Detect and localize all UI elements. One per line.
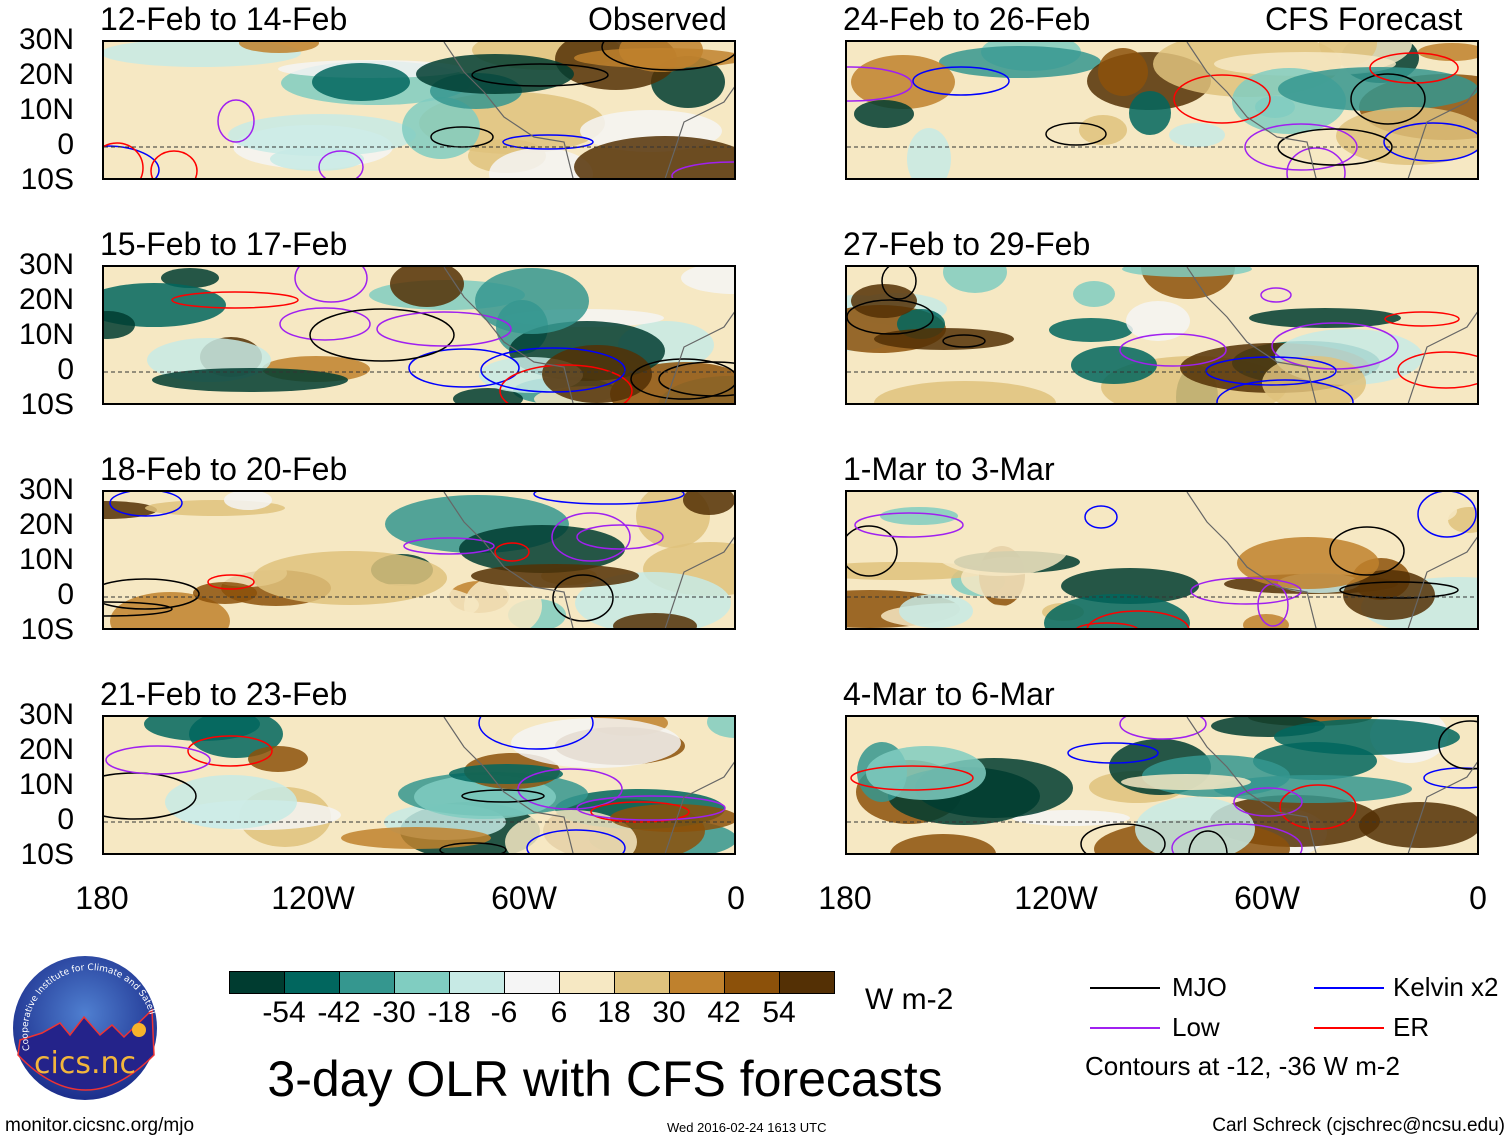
lon-label-left: 60W	[491, 880, 557, 916]
colorbar-tick-label: -54	[262, 996, 306, 1029]
lat-label: 10N	[18, 543, 74, 576]
lon-label-left: 180	[75, 880, 129, 916]
lat-label: 10N	[18, 318, 74, 351]
panel-title: 24-Feb to 26-Feb	[843, 1, 1091, 37]
colorbar-swatch	[560, 972, 615, 993]
kelvin-legend-label: Kelvin x2	[1393, 972, 1499, 1002]
colorbar-units: W m-2	[865, 983, 954, 1016]
olr-map-panel	[845, 265, 1479, 405]
forecast-label: CFS Forecast	[1265, 1, 1463, 37]
lat-label: 30N	[18, 473, 74, 506]
colorbar-tick-label: -18	[427, 996, 471, 1029]
contour-note: Contours at -12, -36 W m-2	[1085, 1051, 1400, 1081]
lat-label: 10S	[20, 163, 74, 196]
colorbar-tick-label: 54	[762, 996, 796, 1029]
lon-label-right: 120W	[1014, 880, 1098, 916]
lat-label: 30N	[18, 698, 74, 731]
olr-map-panel	[102, 490, 736, 630]
figure-title: 3-day OLR with CFS forecasts	[267, 1051, 943, 1107]
lon-label-left: 0	[727, 880, 745, 916]
colorbar	[229, 971, 835, 994]
kelvin-legend-line	[1314, 987, 1384, 989]
low-legend-line	[1090, 1027, 1160, 1029]
lat-label: 10S	[20, 388, 74, 421]
olr-map-panel	[102, 265, 736, 405]
lon-label-right: 60W	[1234, 880, 1300, 916]
olr-map-panel	[845, 490, 1479, 630]
colorbar-swatch	[780, 972, 834, 993]
panel-title: 15-Feb to 17-Feb	[100, 226, 348, 262]
footer-timestamp: Wed 2016-02-24 1613 UTC	[667, 1120, 827, 1135]
olr-map-panel	[845, 715, 1479, 855]
colorbar-swatch	[725, 972, 780, 993]
lat-label: 20N	[18, 733, 74, 766]
lat-label: 0	[57, 578, 74, 611]
lat-label: 0	[57, 803, 74, 836]
colorbar-tick-label: 6	[550, 996, 568, 1029]
lat-label: 20N	[18, 508, 74, 541]
panel-title: 21-Feb to 23-Feb	[100, 676, 348, 712]
lat-label: 10S	[20, 838, 74, 871]
lat-label: 10S	[20, 613, 74, 646]
lat-label: 10N	[18, 93, 74, 126]
lat-label: 20N	[18, 283, 74, 316]
lat-label: 10N	[18, 768, 74, 801]
colorbar-swatch	[505, 972, 560, 993]
footer-url[interactable]: monitor.cicsnc.org/mjo	[5, 1115, 195, 1136]
lon-label-right: 180	[818, 880, 872, 916]
colorbar-tick-label: -30	[372, 996, 416, 1029]
olr-map-panel	[845, 40, 1479, 180]
lon-label-right: 0	[1469, 880, 1487, 916]
panel-title: 18-Feb to 20-Feb	[100, 451, 348, 487]
colorbar-swatch	[670, 972, 725, 993]
mjo-legend-line	[1090, 987, 1160, 989]
footer-author: Carl Schreck (cjschrec@ncsu.edu)	[1212, 1115, 1505, 1136]
lat-label: 20N	[18, 58, 74, 91]
panel-title: 12-Feb to 14-Feb	[100, 1, 348, 37]
observed-label: Observed	[588, 1, 727, 37]
mjo-legend-label: MJO	[1172, 972, 1227, 1002]
lat-label: 0	[57, 128, 74, 161]
colorbar-tick-label: -6	[490, 996, 518, 1029]
low-legend-label: Low	[1172, 1012, 1220, 1042]
colorbar-swatch	[450, 972, 505, 993]
panel-title: 4-Mar to 6-Mar	[843, 676, 1055, 712]
panel-title: 27-Feb to 29-Feb	[843, 226, 1091, 262]
er-legend-line	[1314, 1027, 1384, 1029]
colorbar-swatch	[395, 972, 450, 993]
lat-label: 30N	[18, 248, 74, 281]
colorbar-tick-label: 42	[707, 996, 741, 1029]
er-legend-label: ER	[1393, 1012, 1430, 1042]
colorbar-tick-label: 18	[597, 996, 631, 1029]
colorbar-tick-label: 30	[652, 996, 686, 1029]
colorbar-swatch	[615, 972, 670, 993]
cics-logo: cics.nc Cooperative Institute for Climat…	[9, 948, 158, 1101]
colorbar-tick-label: -42	[317, 996, 361, 1029]
colorbar-swatch	[285, 972, 340, 993]
lat-label: 30N	[18, 23, 74, 56]
lat-label: 0	[57, 353, 74, 386]
colorbar-swatch	[230, 972, 285, 993]
lon-label-left: 120W	[271, 880, 355, 916]
svg-text:cics.nc: cics.nc	[34, 1046, 136, 1081]
colorbar-swatch	[340, 972, 395, 993]
panel-title: 1-Mar to 3-Mar	[843, 451, 1055, 487]
olr-map-panel	[102, 715, 736, 855]
olr-map-panel	[102, 40, 736, 180]
